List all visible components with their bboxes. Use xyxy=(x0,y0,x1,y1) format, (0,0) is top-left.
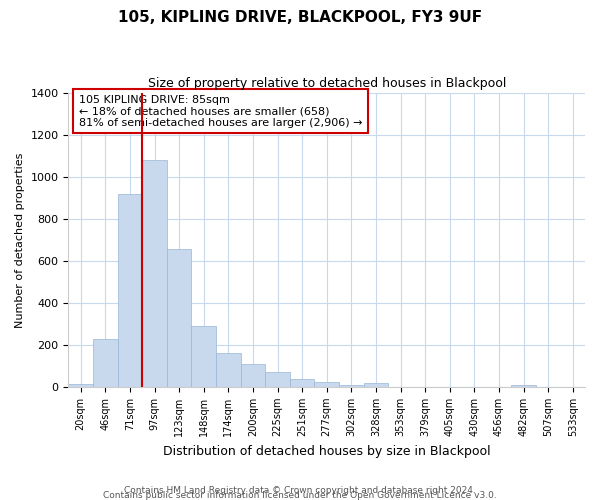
Bar xyxy=(339,386,364,387)
Bar xyxy=(364,382,388,387)
Text: 105 KIPLING DRIVE: 85sqm
← 18% of detached houses are smaller (658)
81% of semi-: 105 KIPLING DRIVE: 85sqm ← 18% of detach… xyxy=(79,94,362,128)
Bar xyxy=(142,160,167,387)
Bar xyxy=(167,250,191,387)
Bar xyxy=(241,364,265,387)
Bar xyxy=(68,384,93,387)
Title: Size of property relative to detached houses in Blackpool: Size of property relative to detached ho… xyxy=(148,78,506,90)
Bar xyxy=(191,326,216,387)
Bar xyxy=(216,354,241,387)
X-axis label: Distribution of detached houses by size in Blackpool: Distribution of detached houses by size … xyxy=(163,444,491,458)
Bar xyxy=(118,194,142,387)
Text: Contains HM Land Registry data © Crown copyright and database right 2024.: Contains HM Land Registry data © Crown c… xyxy=(124,486,476,495)
Bar xyxy=(265,372,290,387)
Y-axis label: Number of detached properties: Number of detached properties xyxy=(15,152,25,328)
Bar xyxy=(511,385,536,387)
Bar xyxy=(290,378,314,387)
Bar xyxy=(314,382,339,387)
Bar xyxy=(93,338,118,387)
Text: 105, KIPLING DRIVE, BLACKPOOL, FY3 9UF: 105, KIPLING DRIVE, BLACKPOOL, FY3 9UF xyxy=(118,10,482,25)
Text: Contains public sector information licensed under the Open Government Licence v3: Contains public sector information licen… xyxy=(103,490,497,500)
